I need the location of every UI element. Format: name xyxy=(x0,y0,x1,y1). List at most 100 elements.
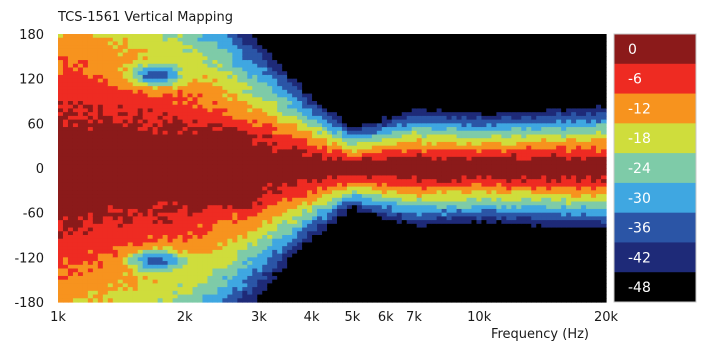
heatmap-cell xyxy=(227,201,233,206)
heatmap-cell xyxy=(82,231,89,236)
heatmap-cell xyxy=(142,220,149,225)
heatmap-cell xyxy=(132,60,139,65)
heatmap-cell xyxy=(182,175,189,180)
heatmap-cell xyxy=(401,138,408,143)
heatmap-cell xyxy=(341,220,348,225)
heatmap-cell xyxy=(267,261,273,266)
heatmap-cell xyxy=(177,141,184,147)
heatmap-cell xyxy=(97,97,104,102)
heatmap-cell xyxy=(376,294,383,299)
heatmap-cell xyxy=(341,127,348,132)
heatmap-cell xyxy=(167,52,174,57)
heatmap-cell xyxy=(212,101,219,106)
heatmap-cell xyxy=(102,149,109,154)
heatmap-cell xyxy=(242,186,248,191)
heatmap-cell xyxy=(222,123,228,128)
heatmap-cell xyxy=(72,52,79,57)
heatmap-cell xyxy=(77,71,84,76)
heatmap-cell xyxy=(272,212,278,217)
heatmap-cell xyxy=(132,48,139,54)
heatmap-cell xyxy=(172,74,179,80)
heatmap-cell xyxy=(341,56,348,61)
heatmap-cell xyxy=(172,37,179,43)
heatmap-cell xyxy=(212,275,219,281)
heatmap-cell xyxy=(401,115,408,121)
heatmap-cell xyxy=(142,78,149,83)
heatmap-cell xyxy=(212,67,219,72)
heatmap-cell xyxy=(142,63,149,69)
heatmap-cell xyxy=(237,149,243,154)
heatmap-cell xyxy=(217,127,223,132)
heatmap-cell xyxy=(62,227,69,232)
heatmap-cell xyxy=(157,257,164,262)
heatmap-cell xyxy=(187,197,194,203)
heatmap-cell xyxy=(157,164,164,169)
heatmap-cell xyxy=(366,60,373,65)
heatmap-cell xyxy=(242,294,248,299)
heatmap-cell xyxy=(127,268,134,273)
heatmap-cell xyxy=(297,52,303,57)
heatmap-cell xyxy=(312,71,318,76)
heatmap-cell xyxy=(122,272,129,277)
heatmap-cell xyxy=(232,220,238,225)
heatmap-cell xyxy=(77,220,84,225)
heatmap-cell xyxy=(157,264,164,270)
heatmap-cell xyxy=(346,108,353,113)
heatmap-cell xyxy=(167,242,174,247)
heatmap-cell xyxy=(242,182,248,188)
heatmap-cell xyxy=(277,108,283,113)
heatmap-cell xyxy=(297,216,303,221)
heatmap-cell xyxy=(391,261,398,266)
heatmap-cell xyxy=(172,242,179,247)
heatmap-cell xyxy=(257,261,263,266)
heatmap-cell xyxy=(62,93,69,98)
heatmap-cell xyxy=(132,82,139,87)
heatmap-cell xyxy=(157,227,164,232)
heatmap-cell xyxy=(182,67,189,72)
heatmap-cell xyxy=(242,74,248,80)
heatmap-cell xyxy=(332,160,338,165)
heatmap-cell xyxy=(137,160,144,165)
heatmap-cell xyxy=(117,194,124,199)
heatmap-cell xyxy=(257,108,263,113)
heatmap-cell xyxy=(351,37,358,43)
heatmap-cell xyxy=(381,104,388,110)
heatmap-cell xyxy=(132,231,139,236)
heatmap-cell xyxy=(312,101,318,106)
heatmap-cell xyxy=(62,171,69,177)
heatmap-cell xyxy=(107,149,114,154)
heatmap-cell xyxy=(386,97,393,102)
heatmap-cell xyxy=(277,171,283,177)
heatmap-cell xyxy=(97,194,104,199)
heatmap-cell xyxy=(227,261,233,266)
heatmap-cell xyxy=(87,130,94,136)
heatmap-cell xyxy=(162,235,169,240)
heatmap-cell xyxy=(282,34,288,39)
heatmap-cell xyxy=(312,127,318,132)
heatmap-cell xyxy=(202,48,209,54)
heatmap-cell xyxy=(222,264,228,270)
heatmap-cell xyxy=(67,264,74,270)
heatmap-cell xyxy=(341,97,348,102)
heatmap-cell xyxy=(67,168,74,173)
heatmap-cell xyxy=(162,141,169,147)
heatmap-cell xyxy=(371,108,378,113)
heatmap-cell xyxy=(317,48,323,54)
heatmap-cell xyxy=(386,45,393,50)
heatmap-cell xyxy=(267,74,273,80)
heatmap-cell xyxy=(162,71,169,76)
heatmap-cell xyxy=(351,86,358,91)
heatmap-cell xyxy=(272,279,278,284)
heatmap-cell xyxy=(157,34,164,39)
heatmap-cell xyxy=(72,71,79,76)
heatmap-cell xyxy=(212,272,219,277)
heatmap-cell xyxy=(232,257,238,262)
heatmap-cell xyxy=(147,134,154,139)
heatmap-cell xyxy=(62,130,69,136)
heatmap-cell xyxy=(197,205,204,210)
heatmap-cell xyxy=(117,56,124,61)
heatmap-cell xyxy=(192,119,199,124)
heatmap-cell xyxy=(102,104,109,110)
heatmap-cell xyxy=(356,67,363,72)
heatmap-cell xyxy=(62,145,69,150)
